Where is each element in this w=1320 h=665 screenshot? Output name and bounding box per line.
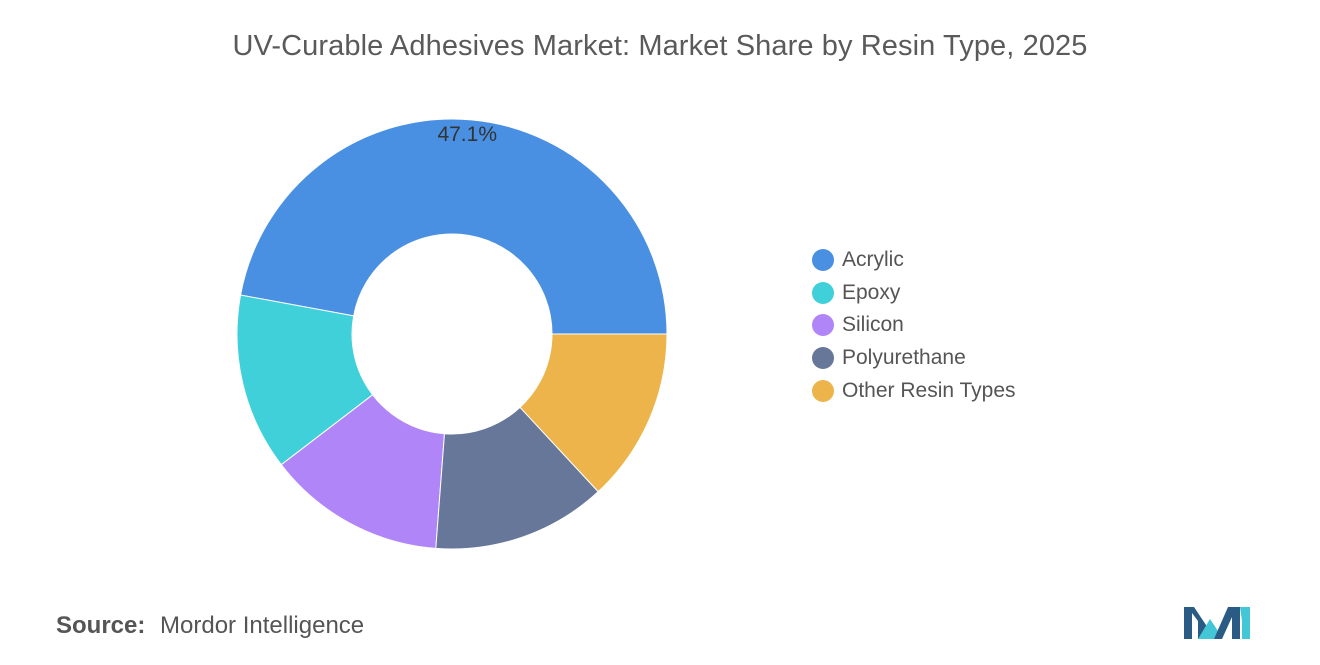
donut-slice-silicon [280,394,446,549]
legend-label-silicon: Silicon [842,313,904,337]
logo-shape-left [1184,607,1206,639]
legend-swatch-acrylic [812,249,834,272]
legend-swatch-epoxy [812,281,834,304]
legend-label-acrylic: Acrylic [842,248,904,272]
legend-swatch-silicon [812,314,834,337]
legend-item-polyurethane: Polyurethane [812,342,1016,375]
source-note: Source: Mordor Intelligence [56,612,364,640]
donut-slice-other-resin-types [519,333,668,493]
donut-slice-polyurethane [435,406,599,550]
legend-item-epoxy: Epoxy [812,277,1016,310]
logo-shape-right [1214,607,1240,639]
chart-legend: Acrylic Epoxy Silicon Polyurethane Other Res… [812,244,1016,407]
legend-item-acrylic: Acrylic [812,244,1016,277]
donut-slice-epoxy [236,294,374,466]
logo-shape-tail [1240,607,1250,639]
donut-slice-acrylic [239,118,668,335]
donut-slices [236,118,668,550]
legend-label-other-resin-types: Other Resin Types [842,378,1016,402]
legend-label-polyurethane: Polyurethane [842,346,966,370]
legend-swatch-polyurethane [812,347,834,370]
legend-item-silicon: Silicon [812,309,1016,342]
data-label-acrylic: 47.1% [437,123,497,146]
mordor-intelligence-logo-icon [1184,607,1250,639]
source-label: Source: [56,612,146,639]
legend-label-epoxy: Epoxy [842,280,901,304]
logo-shape-mid [1198,619,1218,639]
source-text: Mordor Intelligence [160,612,365,639]
legend-swatch-other-resin-types [812,379,834,402]
chart-title: UV-Curable Adhesives Market: Market Shar… [232,30,1088,62]
legend-item-other-resin-types: Other Resin Types [812,374,1016,407]
donut-data-labels: 47.1% [437,123,497,146]
